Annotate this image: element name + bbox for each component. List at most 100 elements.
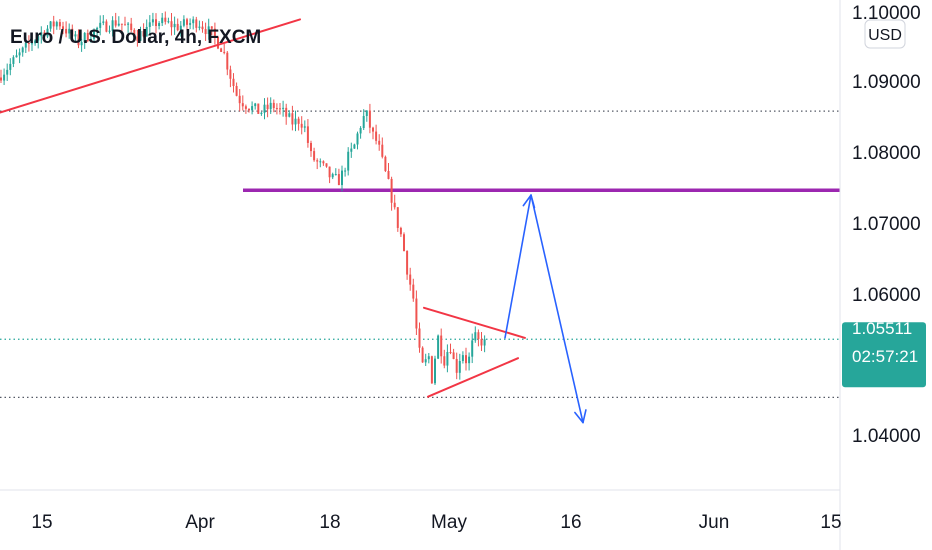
candle-body	[114, 20, 117, 26]
x-tick-label: Apr	[185, 512, 215, 533]
candle-body	[213, 28, 216, 38]
candle-body	[31, 43, 33, 45]
candle-body	[12, 57, 15, 64]
candle-body	[421, 347, 424, 363]
candle-body	[27, 42, 30, 44]
candle-body	[3, 74, 6, 81]
candle-body	[387, 170, 390, 179]
candle-body	[62, 26, 64, 29]
candle-body	[353, 144, 356, 149]
candle-body	[136, 36, 139, 41]
arrow-up-head	[522, 194, 536, 209]
candle-body	[427, 356, 430, 360]
candle-body	[24, 42, 27, 48]
candle-body	[424, 359, 427, 363]
triangle-upper-line	[423, 306, 526, 339]
candle-body	[272, 102, 275, 109]
candle-body	[443, 356, 446, 366]
candle-body	[285, 107, 288, 117]
candle-body	[52, 21, 55, 27]
candle-body	[173, 23, 176, 28]
candle-body	[241, 103, 244, 107]
candle-body	[182, 19, 185, 26]
candle-body	[334, 174, 337, 176]
candle-body	[328, 166, 331, 178]
x-tick-label: 15	[820, 512, 841, 533]
currency-button[interactable]: USD	[864, 19, 906, 49]
candle-body	[244, 106, 247, 109]
candle-body	[359, 128, 362, 134]
x-axis[interactable]: 15 Apr 18 May 16 Jun 15	[31, 512, 841, 533]
candle-body	[142, 30, 145, 37]
candle-body	[93, 29, 95, 39]
candle-body	[229, 69, 232, 79]
candle-body	[102, 21, 105, 23]
uptrend-line	[0, 18, 301, 114]
candle-body	[415, 298, 418, 329]
candle-body	[437, 335, 440, 359]
candle-body	[189, 23, 192, 25]
projection-arrow-up	[504, 194, 532, 339]
candle-body	[179, 25, 182, 31]
candle-body	[151, 19, 154, 23]
candle-body	[316, 160, 319, 162]
candle-body	[34, 40, 37, 44]
candle-body	[378, 140, 381, 145]
candle-body	[297, 118, 300, 124]
candle-body	[37, 36, 40, 41]
candle-body	[220, 48, 223, 52]
currency-label: USD	[868, 27, 902, 44]
candle-body	[254, 103, 257, 107]
candle-body	[9, 63, 12, 70]
candle-body	[217, 37, 219, 49]
candle-body	[471, 340, 474, 357]
candle-body	[337, 174, 340, 186]
chart-title: Euro / U.S. Dollar, 4h, FXCM	[10, 27, 261, 48]
candle-body	[99, 22, 102, 28]
y-tick-label: 1.07000	[852, 214, 921, 235]
candle-body	[477, 332, 480, 340]
candle-body	[195, 19, 198, 28]
candle-body	[120, 23, 123, 25]
candle-body	[248, 108, 250, 111]
candle-body	[201, 26, 204, 30]
candle-body	[375, 131, 378, 141]
candle-body	[55, 22, 58, 27]
candle-body	[204, 29, 207, 35]
candle-body	[58, 22, 61, 27]
candle-body	[18, 52, 21, 56]
candle-body	[412, 284, 415, 299]
candle-body	[111, 20, 114, 31]
candle-body	[0, 77, 2, 81]
candle-body	[108, 30, 111, 32]
candle-body	[350, 148, 353, 152]
projection-arrow-down	[530, 194, 584, 424]
candle-body	[167, 21, 170, 23]
candle-body	[161, 17, 164, 24]
candle-body	[452, 352, 455, 359]
y-axis[interactable]: 1.10000 1.09000 1.08000 1.07000 1.06000 …	[852, 3, 921, 447]
candle-body	[319, 161, 322, 163]
candle-body	[269, 102, 272, 110]
candle-body	[365, 110, 368, 117]
candle-body	[372, 127, 374, 132]
candle-body	[288, 113, 291, 117]
candle-body	[362, 116, 365, 129]
candle-body	[21, 47, 24, 53]
triangle-lower-line	[427, 357, 519, 398]
y-tick-label: 1.08000	[852, 143, 921, 164]
x-tick-label: 18	[319, 512, 340, 533]
candle-body	[483, 339, 486, 346]
candle-body	[158, 23, 161, 27]
candle-body	[148, 22, 151, 27]
candle-body	[127, 23, 130, 25]
candle-body	[313, 151, 316, 161]
candle-body	[300, 123, 303, 128]
candle-body	[446, 352, 449, 366]
candle-body	[40, 32, 43, 37]
candle-body	[381, 144, 384, 157]
candle-body	[461, 355, 464, 362]
candle-body	[170, 21, 173, 28]
candle-body	[465, 355, 467, 364]
